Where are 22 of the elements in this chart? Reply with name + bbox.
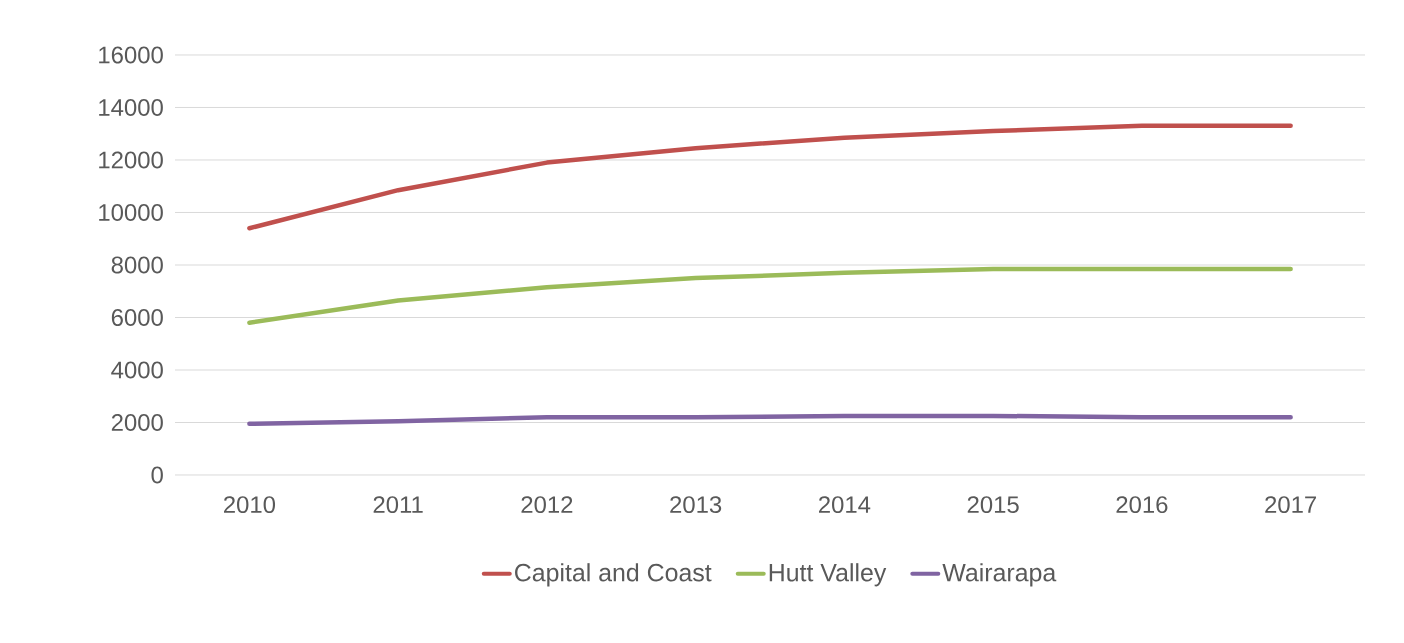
x-tick-label: 2014 (819, 496, 871, 514)
legend-label: Capital and Coast (515, 563, 712, 587)
x-tick-label: 2016 (1116, 496, 1168, 514)
x-tick-label: 2012 (521, 496, 573, 514)
y-tick-label: 16000 (99, 46, 163, 64)
x-tick-label: 2015 (967, 496, 1019, 514)
legend-label: Hutt Valley (769, 563, 887, 587)
legend-label: Wairarapa (942, 563, 1057, 587)
y-tick-label: 10000 (99, 204, 163, 221)
x-tick-label: 2011 (373, 496, 423, 514)
line-series (247, 413, 1293, 427)
x-tick-label: 2013 (670, 496, 722, 514)
line-series (247, 123, 1293, 231)
y-tick-label: 8000 (111, 256, 163, 274)
y-tick-label: 6000 (111, 309, 163, 326)
y-tick-label: 0 (151, 466, 163, 484)
y-tick-label: 14000 (99, 99, 163, 116)
x-tick-label: 2010 (224, 496, 276, 514)
y-tick-label: 12000 (99, 151, 163, 169)
y-tick-label: 2000 (111, 414, 163, 431)
x-tick-label: 2017 (1265, 496, 1317, 514)
y-tick-label: 4000 (111, 361, 163, 379)
